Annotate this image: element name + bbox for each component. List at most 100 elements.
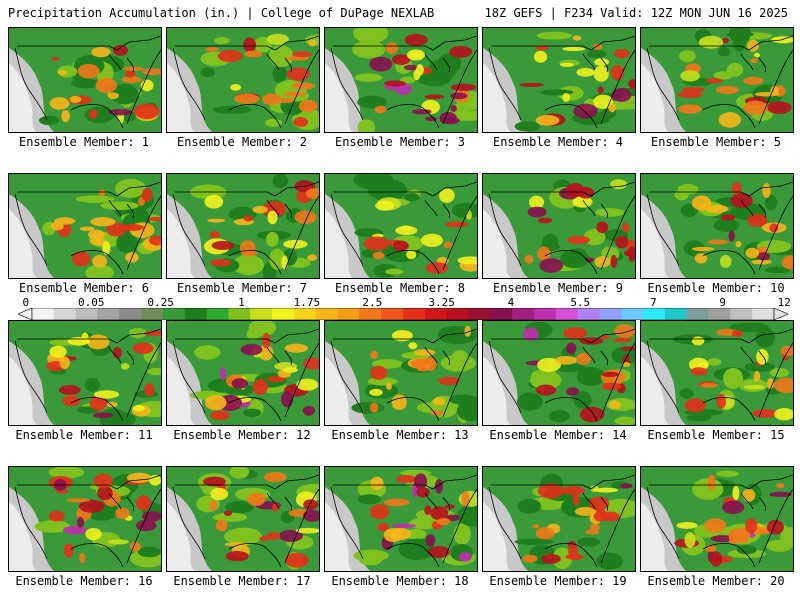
- precip-blob: [704, 518, 727, 533]
- precip-blob: [403, 64, 418, 71]
- precip-blob: [720, 214, 736, 221]
- precip-blob: [538, 217, 553, 224]
- colorbar-swatch: [228, 308, 251, 320]
- precip-blob: [437, 52, 462, 74]
- colorbar-tick-label: 1.75: [293, 296, 321, 309]
- colorbar-tick-label: 0: [22, 296, 30, 309]
- ensemble-map-panel: [166, 466, 320, 572]
- member-label: Ensemble Member: 3: [334, 135, 466, 149]
- precip-blob: [121, 363, 130, 370]
- precip-blob: [457, 504, 477, 527]
- precip-blob: [200, 67, 215, 78]
- precip-blob: [537, 246, 551, 261]
- precip-blob: [305, 188, 319, 199]
- colorbar-swatch: [184, 308, 208, 320]
- ensemble-map-panel: [166, 27, 320, 133]
- precip-blob: [769, 223, 779, 233]
- precip-blob: [303, 499, 319, 510]
- precip-blob: [266, 33, 289, 45]
- precip-blob: [280, 391, 294, 408]
- precip-blob: [776, 483, 785, 489]
- colorbar-swatch: [490, 308, 513, 320]
- precip-blob: [211, 240, 235, 250]
- precip-blob: [215, 519, 228, 532]
- precip-blob: [532, 524, 540, 529]
- precip-blob: [674, 189, 689, 201]
- precip-map: [641, 467, 793, 571]
- precip-blob: [219, 366, 227, 381]
- precip-blob: [261, 93, 282, 106]
- precip-blob: [535, 527, 555, 540]
- precip-blob: [116, 232, 138, 254]
- precip-blob: [291, 82, 316, 90]
- precip-blob: [747, 213, 768, 227]
- precip-blob: [264, 118, 283, 127]
- precip-map: [483, 321, 635, 425]
- precip-blob: [223, 510, 233, 516]
- precip-blob: [742, 488, 756, 502]
- colorbar-swatch: [512, 308, 535, 320]
- colorbar-max-arrow: [773, 308, 788, 320]
- precip-blob: [723, 367, 744, 389]
- precip-blob: [353, 28, 389, 44]
- precip-blob: [384, 80, 406, 87]
- colorbar-swatch: [708, 308, 731, 320]
- precip-blob: [614, 324, 635, 338]
- precip-blob: [294, 210, 317, 224]
- precip-blob: [736, 545, 757, 555]
- precip-blob: [594, 487, 619, 493]
- precip-blob: [406, 49, 426, 61]
- precip-blob: [97, 485, 113, 501]
- precip-blob: [574, 507, 597, 516]
- precip-blob: [622, 362, 631, 367]
- precip-blob: [527, 206, 547, 218]
- precip-blob: [404, 34, 428, 46]
- precip-blob: [217, 49, 243, 63]
- precip-blob: [396, 474, 417, 484]
- precip-blob: [735, 241, 742, 248]
- precip-blob: [85, 527, 102, 541]
- ensemble-map-panel: [8, 466, 162, 572]
- precip-blob: [210, 410, 231, 421]
- precip-blob: [214, 36, 230, 45]
- precip-blob: [370, 365, 388, 380]
- precip-map: [167, 174, 319, 278]
- precip-blob: [112, 346, 122, 359]
- precip-blob: [423, 356, 437, 372]
- precip-blob: [281, 255, 288, 270]
- precip-blob: [762, 183, 771, 198]
- colorbar-swatch: [119, 308, 142, 320]
- precip-blob: [374, 105, 387, 114]
- precip-blob: [449, 394, 477, 405]
- member-label: Ensemble Member: 12: [173, 428, 311, 442]
- precip-blob: [611, 87, 632, 102]
- precip-map: [641, 321, 793, 425]
- colorbar-tick-label: 4: [507, 296, 515, 309]
- precip-blob: [48, 467, 85, 479]
- precip-blob: [576, 67, 595, 77]
- precip-map: [641, 174, 793, 278]
- precip-blob: [209, 500, 218, 511]
- colorbar-swatch: [424, 308, 448, 320]
- precip-blob: [615, 235, 629, 249]
- precip-blob: [608, 103, 616, 113]
- precip-blob: [514, 121, 540, 132]
- colorbar-min-arrow: [18, 308, 33, 320]
- precip-blob: [446, 514, 460, 521]
- precip-blob: [370, 476, 384, 491]
- precip-blob: [537, 483, 564, 499]
- ensemble-map-panel: [324, 466, 478, 572]
- colorbar-tick-label: 0.05: [78, 296, 105, 309]
- precip-blob: [209, 259, 232, 267]
- precip-blob: [577, 537, 600, 547]
- precip-blob: [107, 92, 120, 100]
- precip-blob: [303, 509, 319, 522]
- precip-blob: [258, 536, 270, 542]
- precip-blob: [745, 247, 760, 259]
- precip-blob: [539, 258, 563, 273]
- precip-blob: [439, 188, 455, 203]
- precip-blob: [707, 358, 722, 366]
- precip-map: [167, 321, 319, 425]
- precip-blob: [753, 52, 761, 58]
- colorbar-tick-label: 0.25: [147, 296, 174, 309]
